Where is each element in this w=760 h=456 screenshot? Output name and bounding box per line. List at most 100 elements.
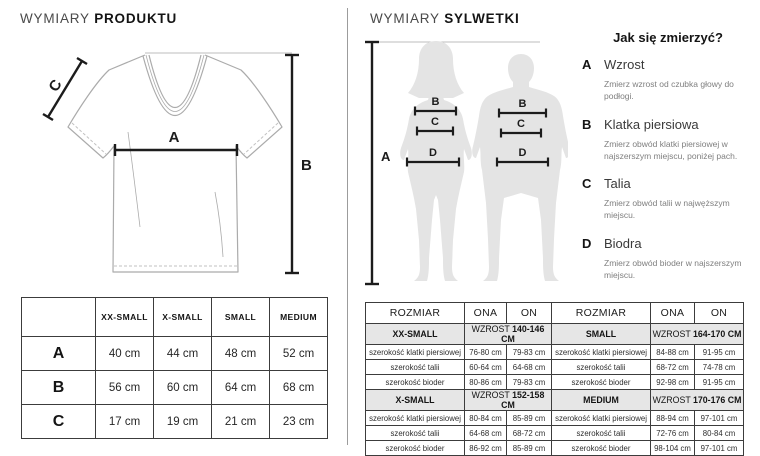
item-description: Zmierz obwód bioder w najszerszym miejsc… [604,257,742,280]
height-range-cell: WZROST 164-170 CM [650,323,744,345]
how-to-measure-block: Jak się zmierzyć? A Wzrost Zmierz wzrost… [582,30,754,296]
row-label: szerokość talii [365,359,465,375]
measure-a-line [113,144,239,156]
size-band-row: XX-SMALL WZROST 140-146 CM SMALL WZROST … [365,323,744,345]
man-silhouette [472,54,568,281]
title-bold: PRODUKTU [94,11,178,26]
measurement-row: szerokość klatki piersiowej 76-80 cm 79-… [365,344,744,360]
item-term: Talia [604,176,631,192]
size-name: XX-SMALL [365,323,465,345]
measure-b-label: B [301,157,312,174]
measure-a-label: A [169,129,180,146]
height-range: 152-158 CM [501,390,545,410]
row-label-c: C [21,404,96,439]
item-description: Zmierz wzrost od czubka głowy do podłogi… [604,78,734,102]
height-range-cell: WZROST 152-158 CM [464,389,552,411]
size-name: X-SMALL [365,389,465,411]
woman-silhouette [400,41,472,281]
table-cell: 52 cm [269,336,328,371]
value-cell: 64-68 cm [464,425,507,441]
row-label: szerokość klatki piersiowej [551,344,651,360]
woman-measure-lines [405,106,461,167]
table-cell: 19 cm [153,404,212,439]
height-range: 140-146 CM [501,324,545,344]
table-cell: 68 cm [269,370,328,405]
value-cell: 91-95 cm [694,344,744,360]
item-letter: B [582,116,592,132]
value-cell: 85-89 cm [506,440,552,456]
col-header-medium: MEDIUM [269,297,328,337]
title-bold: SYLWETKI [444,11,520,26]
section-divider [347,8,348,445]
col-header-xxsmall: XX-SMALL [95,297,154,337]
product-size-table: XX-SMALL X-SMALL SMALL MEDIUM A 40 cm 44… [21,297,328,439]
size-band-row: X-SMALL WZROST 152-158 CM MEDIUM WZROST … [365,389,744,411]
value-cell: 76-80 cm [464,344,507,360]
value-cell: 68-72 cm [650,359,695,375]
table-cell: 64 cm [211,370,270,405]
table-cell: 17 cm [95,404,154,439]
woman-b-label: B [432,96,440,108]
measure-c-line [42,56,88,122]
table-cell: 21 cm [211,404,270,439]
row-label: szerokość klatki piersiowej [551,410,651,426]
table-row-c: C 17 cm 19 cm 21 cm 23 cm [21,404,328,439]
row-label: szerokość bioder [551,374,651,390]
value-cell: 85-89 cm [506,410,552,426]
item-term: Biodra [604,235,642,251]
size-name: MEDIUM [551,389,651,411]
how-to-heading: Jak się zmierzyć? [613,30,723,45]
item-letter: A [582,57,592,72]
body-silhouettes-diagram: A B C D B C D [365,40,568,286]
measurement-row: szerokość bioder 80-86 cm 79-83 cm szero… [365,374,744,390]
corner-cell [21,297,96,337]
product-section-title: WYMIARY PRODUKTU [20,11,177,26]
how-to-item-hips: D Biodra Zmierz obwód bioder w najszersz… [582,235,754,282]
header-on: ON [506,302,552,324]
height-range-cell: WZROST 170-176 CM [650,389,744,411]
value-cell: 97-101 cm [694,410,744,426]
title-regular: WYMIARY [370,11,440,26]
height-measure-label: A [381,149,391,164]
measure-b-line [285,53,299,275]
header-on: ON [694,302,744,324]
height-prefix: WZROST [471,390,510,400]
header-rozmiar: ROZMIAR [365,302,465,324]
value-cell: 91-95 cm [694,374,744,390]
header-rozmiar: ROZMIAR [551,302,651,324]
man-b-label: B [519,98,527,110]
value-cell: 68-72 cm [506,425,552,441]
height-prefix: WZROST [652,395,691,405]
row-label: szerokość bioder [551,440,651,456]
row-label-a: A [21,336,96,371]
row-label: szerokość klatki piersiowej [365,410,465,426]
row-label: szerokość klatki piersiowej [365,344,465,360]
man-d-label: D [519,147,527,159]
height-range-cell: WZROST 140-146 CM [464,323,552,345]
item-description: Zmierz obwód klatki piersiowej w najszer… [604,138,738,161]
item-description: Zmierz obwód talii w najwęższym miejscu. [604,198,730,221]
size-name: SMALL [551,323,651,345]
product-table-header-row: XX-SMALL X-SMALL SMALL MEDIUM [21,297,328,337]
row-label: szerokość bioder [365,374,465,390]
man-measure-lines [495,108,550,167]
row-label: szerokość talii [551,359,651,375]
row-label: szerokość bioder [365,440,465,456]
row-label: szerokość talii [365,425,465,441]
table-cell: 60 cm [153,370,212,405]
how-to-item-chest: B Klatka piersiowa Zmierz obwód klatki p… [582,116,754,163]
value-cell: 64-68 cm [506,359,552,375]
header-ona: ONA [650,302,695,324]
body-size-table: ROZMIAR ONA ON ROZMIAR ONA ON XX-SMALL W… [365,302,744,456]
item-letter: C [582,176,592,192]
man-c-label: C [517,118,525,130]
value-cell: 84-88 cm [650,344,695,360]
item-letter: D [582,235,592,251]
value-cell: 97-101 cm [694,440,744,456]
height-measure-line [365,40,379,286]
measurement-row: szerokość talii 64-68 cm 68-72 cm szerok… [365,425,744,441]
header-ona: ONA [464,302,507,324]
height-prefix: WZROST [471,324,510,334]
row-label: szerokość talii [551,425,651,441]
